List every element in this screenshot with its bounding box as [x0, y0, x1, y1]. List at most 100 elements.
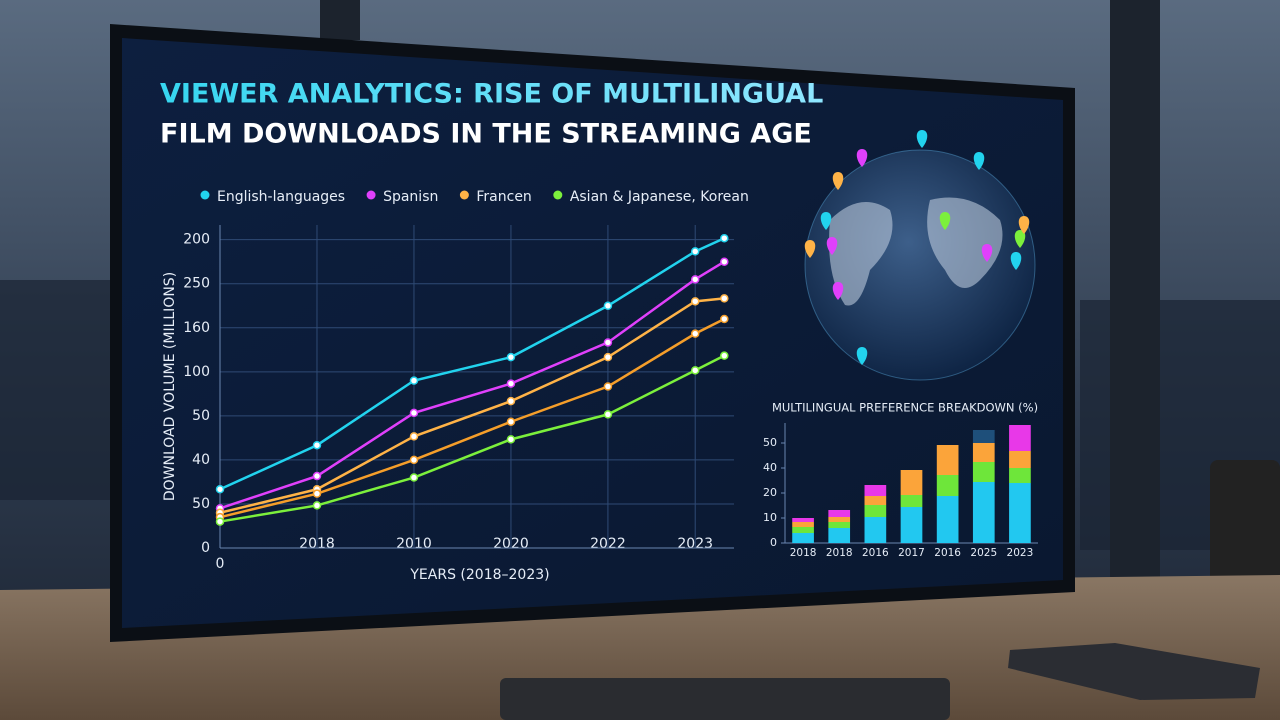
bar-segment — [864, 496, 887, 505]
point — [603, 338, 613, 347]
y-tick-label: 160 — [183, 320, 210, 336]
point — [603, 301, 613, 310]
point — [506, 417, 516, 426]
point — [720, 314, 729, 324]
y-tick-label: 40 — [763, 461, 777, 474]
bar-segment — [792, 522, 814, 527]
x-tick-label: 2020 — [493, 536, 529, 552]
point — [506, 435, 516, 444]
bar-segment — [1009, 483, 1031, 543]
x-tick-label: 2016 — [862, 547, 889, 559]
point — [215, 485, 225, 494]
bar-segment — [900, 507, 923, 543]
y-tick-label: 50 — [192, 496, 210, 512]
y-tick-label: 100 — [183, 364, 210, 380]
bar-segment — [972, 430, 995, 443]
map-pin — [1014, 230, 1026, 248]
map-pin — [820, 212, 832, 230]
y-axis-label: DOWNLOAD VOLUME (MILLIONS) — [162, 272, 178, 501]
bar-segment — [792, 518, 814, 522]
x-tick-label: 2016 — [934, 547, 961, 559]
bar-segment — [828, 528, 851, 543]
y-tick-label: 50 — [763, 436, 777, 449]
continents — [829, 197, 1003, 306]
bar-segment — [972, 462, 995, 482]
point — [690, 329, 700, 338]
point — [720, 351, 729, 360]
y-tick-label: 0 — [770, 536, 777, 549]
point — [409, 376, 419, 385]
point — [720, 294, 729, 303]
point — [603, 352, 613, 362]
bar-segment — [972, 443, 995, 462]
point — [506, 396, 516, 406]
legend-swatch — [553, 190, 563, 200]
point — [603, 410, 613, 419]
bar-segment — [828, 517, 851, 522]
bar-segment — [828, 522, 851, 528]
point — [690, 297, 700, 306]
bar-segment — [936, 496, 959, 543]
title-line: FILM DOWNLOADS IN THE STREAMING AGE — [160, 119, 812, 150]
x-tick-label: 2023 — [1007, 547, 1034, 559]
legend-label: Asian & Japanese, Korean — [570, 189, 749, 205]
point — [603, 382, 613, 391]
point — [690, 247, 700, 256]
y-tick-label: 200 — [183, 232, 210, 248]
point — [720, 257, 729, 266]
point — [690, 366, 700, 375]
city — [0, 280, 110, 500]
x-tick-label: 2010 — [396, 536, 432, 552]
map-pin — [916, 130, 928, 148]
point — [312, 440, 322, 450]
map-pin — [856, 149, 868, 167]
point — [506, 352, 516, 362]
bar-segment — [972, 482, 995, 543]
point — [312, 471, 322, 481]
x-tick-label: 2018 — [299, 536, 335, 552]
window-frame — [320, 0, 360, 40]
legend-label: Spanisn — [383, 189, 438, 205]
x-axis-label: YEARS (2018–2023) — [409, 567, 549, 583]
legend-swatch — [459, 190, 469, 200]
point — [506, 379, 516, 388]
y-tick-label: 10 — [763, 511, 777, 524]
chart-title: MULTILINGUAL PREFERENCE BREAKDOWN (%) — [772, 401, 1038, 415]
point — [409, 432, 419, 441]
x-tick-label: 2018 — [790, 547, 817, 559]
bar-segment — [936, 445, 959, 475]
bar-segment — [864, 517, 887, 543]
map-pin — [832, 172, 844, 190]
point — [215, 517, 225, 526]
point — [409, 473, 419, 482]
notebook — [1008, 643, 1260, 700]
legend-swatch — [200, 190, 210, 200]
title-line: VIEWER ANALYTICS: RISE OF MULTILINGUAL — [160, 79, 823, 110]
map-pin — [832, 282, 844, 300]
bar-segment — [828, 510, 851, 517]
bar-segment — [792, 527, 814, 533]
x-tick-label: 2022 — [590, 536, 626, 552]
x-tick-label: 2025 — [970, 547, 997, 559]
bar-segment — [864, 505, 887, 517]
point — [720, 233, 729, 243]
bar-segment — [900, 470, 923, 495]
bar-segment — [936, 475, 959, 496]
x-tick-label: 0 — [216, 556, 225, 572]
legend-swatch — [366, 190, 376, 200]
bar-segment — [900, 495, 923, 507]
map-pin — [981, 244, 993, 262]
bar-segment — [864, 485, 887, 496]
chair — [1210, 460, 1280, 610]
y-tick-label: 0 — [201, 540, 210, 556]
point — [312, 501, 322, 510]
point — [409, 408, 419, 418]
keyboard — [500, 678, 950, 720]
legend-label: English-languages — [217, 189, 345, 205]
bar-segment — [1009, 425, 1031, 451]
x-tick-label: 2017 — [898, 547, 925, 559]
map-pin — [804, 240, 816, 258]
point — [690, 275, 700, 284]
map-pin — [939, 212, 951, 230]
